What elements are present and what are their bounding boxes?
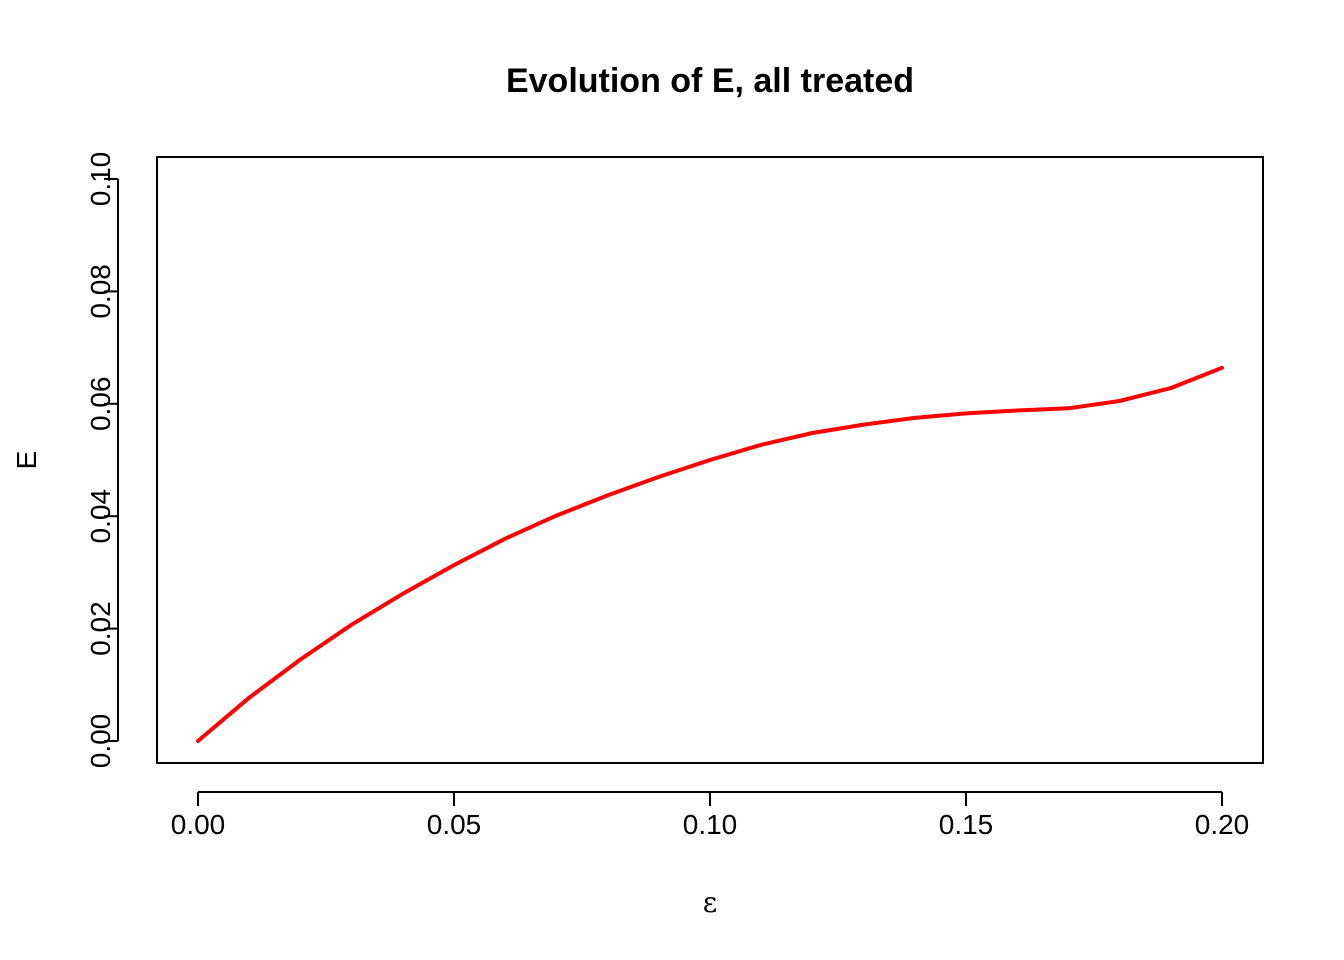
x-tick-label: 0.10 <box>683 809 738 840</box>
y-tick-label: 0.04 <box>85 489 116 544</box>
x-tick-label: 0.20 <box>1195 809 1250 840</box>
x-tick-label: 0.05 <box>427 809 482 840</box>
x-axis-label: ε <box>703 886 718 919</box>
y-tick-label: 0.00 <box>85 714 116 769</box>
y-axis-label: E <box>11 451 42 470</box>
y-axis: 0.00 0.02 0.04 0.06 0.08 0.10 <box>85 152 119 769</box>
y-tick-label: 0.06 <box>85 377 116 432</box>
x-tick-label: 0.15 <box>939 809 994 840</box>
chart-title: Evolution of E, all treated <box>506 62 914 100</box>
plot-frame <box>156 156 1264 764</box>
y-tick-label: 0.08 <box>85 264 116 319</box>
y-tick-label: 0.02 <box>85 601 116 656</box>
series-layer <box>196 365 1224 743</box>
x-tick-label: 0.00 <box>171 809 226 840</box>
x-axis: 0.00 0.05 0.10 0.15 0.20 <box>171 791 1250 840</box>
y-tick-label: 0.10 <box>85 152 116 207</box>
series-line-0 <box>196 365 1224 743</box>
